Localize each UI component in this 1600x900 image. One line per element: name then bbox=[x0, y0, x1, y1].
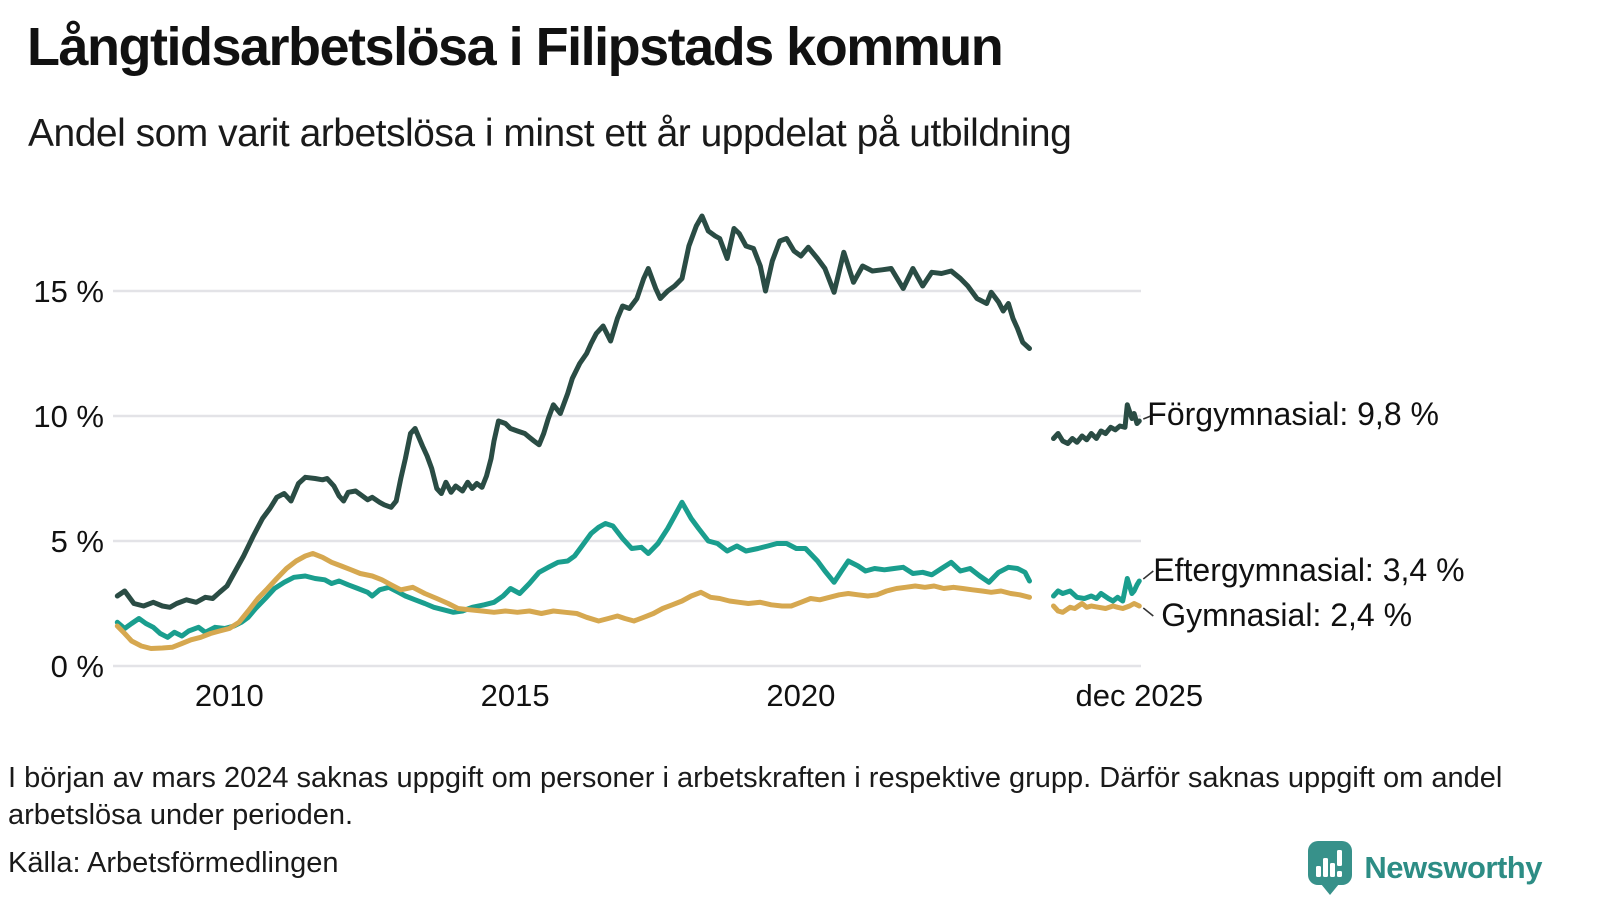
y-tick-label: 5 % bbox=[51, 524, 104, 559]
source-label: Källa: Arbetsförmedlingen bbox=[8, 847, 339, 879]
series-line-eftergymnasial bbox=[1051, 576, 1142, 604]
series-line-gymnasial bbox=[114, 551, 1032, 651]
label-connector bbox=[1142, 414, 1154, 420]
newsworthy-badge-icon bbox=[1308, 841, 1353, 895]
page-title: Långtidsarbetslösa i Filipstads kommun bbox=[27, 17, 1004, 77]
footnote: I början av mars 2024 saknas uppgift om … bbox=[8, 762, 1503, 832]
y-tick-label: 15 % bbox=[33, 274, 104, 309]
y-tick-label: 10 % bbox=[33, 399, 104, 434]
x-tick-label: 2020 bbox=[766, 678, 835, 713]
series-line-gymnasial bbox=[1051, 601, 1142, 615]
series-line-eftergymnasial bbox=[114, 499, 1032, 640]
series-end-label-forgymnasial: Förgymnasial: 9,8 % bbox=[1147, 396, 1439, 432]
y-tick-label: 0 % bbox=[51, 649, 104, 684]
label-connector bbox=[1142, 607, 1154, 617]
series-line-forgymnasial bbox=[1051, 402, 1142, 446]
series-end-label-eftergymnasial: Eftergymnasial: 3,4 % bbox=[1153, 552, 1464, 588]
series-end-label-gymnasial: Gymnasial: 2,4 % bbox=[1161, 597, 1412, 633]
chart-subtitle: Andel som varit arbetslösa i minst ett å… bbox=[28, 112, 1072, 155]
brand-name: Newsworthy bbox=[1364, 850, 1542, 885]
label-connector bbox=[1142, 570, 1154, 580]
x-tick-label: 2010 bbox=[195, 678, 264, 713]
brand-logo: Newsworthy bbox=[1307, 840, 1542, 896]
x-tick-label: dec 2025 bbox=[1076, 678, 1204, 713]
x-tick-label: 2015 bbox=[481, 678, 550, 713]
series-line-forgymnasial bbox=[114, 213, 1032, 610]
